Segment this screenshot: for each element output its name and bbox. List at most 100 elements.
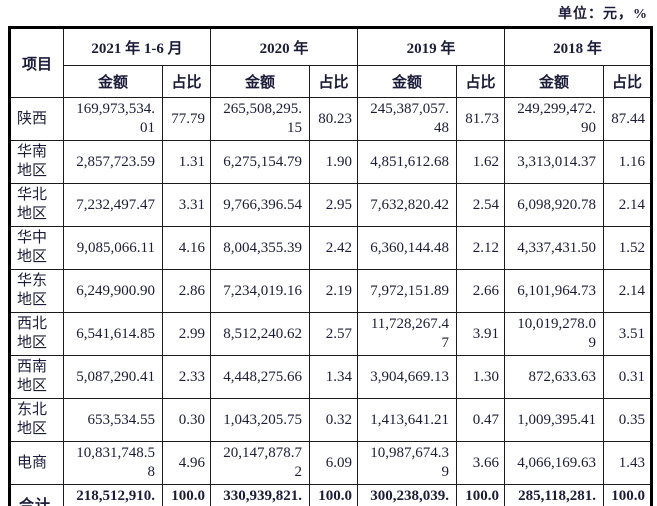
ratio-cell: 4.96 — [162, 441, 211, 485]
amount-header: 金额 — [63, 65, 163, 98]
row-label: 华东地区 — [9, 269, 64, 313]
amount-cell: 7,234,019.16 — [210, 269, 310, 313]
subheader-row: 金额 占比 金额 占比 金额 占比 金额 占比 — [10, 65, 653, 98]
table-body: 陕西 169,973,534.01 77.79 265,508,295.15 80.23… — [9, 97, 653, 506]
amount-cell: 10,831,748.58 — [63, 441, 163, 485]
amount-cell: 4,851,612.68 — [357, 140, 458, 184]
amount-header: 金额 — [357, 65, 458, 98]
ratio-cell: 0.35 — [603, 398, 653, 442]
table-row: 西北地区 6,541,614.85 2.99 8,512,240.62 2.57 11,7… — [9, 312, 653, 356]
period-header-row: 项目 2021 年 1-6 月 2020 年 2019 年 2018 年 — [9, 27, 653, 98]
amount-cell: 1,009,395.41 — [504, 398, 605, 442]
ratio-cell: 1.30 — [456, 355, 506, 399]
ratio-cell: 0.32 — [308, 398, 359, 442]
ratio-cell: 100.00 — [456, 484, 506, 506]
amount-cell: 4,066,169.63 — [504, 441, 605, 485]
row-label: 华南地区 — [9, 140, 64, 184]
amount-cell: 3,904,669.13 — [357, 355, 458, 399]
ratio-cell: 2.57 — [308, 312, 359, 356]
amount-cell: 245,387,057.48 — [357, 97, 458, 141]
amount-cell: 1,043,205.75 — [210, 398, 310, 442]
row-label: 陕西 — [9, 97, 64, 141]
amount-cell: 6,249,900.90 — [63, 269, 163, 313]
amount-cell: 8,512,240.62 — [210, 312, 310, 356]
ratio-cell: 0.30 — [162, 398, 211, 442]
table-row: 东北地区 653,534.55 0.30 1,043,205.75 0.32 1,413,… — [9, 398, 653, 442]
amount-header: 金额 — [210, 65, 310, 98]
table-row: 陕西 169,973,534.01 77.79 265,508,295.15 80.23… — [9, 97, 653, 141]
amount-cell: 2,857,723.59 — [63, 140, 163, 184]
amount-cell: 9,085,066.11 — [63, 226, 163, 270]
ratio-cell: 2.12 — [456, 226, 506, 270]
amount-cell: 11,728,267.47 — [357, 312, 458, 356]
amount-cell: 330,939,821.78 — [210, 484, 310, 506]
period-header-2021h1: 2021 年 1-6 月 — [63, 27, 211, 66]
amount-cell: 6,101,964.73 — [504, 269, 605, 313]
amount-cell: 5,087,290.41 — [63, 355, 163, 399]
row-label: 合计 — [9, 484, 64, 506]
amount-cell: 6,275,154.79 — [210, 140, 310, 184]
total-row: 合计218,512,910.49100.00330,939,821.78100.… — [9, 484, 653, 506]
column-header-item: 项目 — [9, 27, 64, 98]
ratio-cell: 3.66 — [456, 441, 506, 485]
row-label: 西北地区 — [9, 312, 64, 356]
ratio-header: 占比 — [603, 65, 653, 98]
row-label: 西南地区 — [9, 355, 64, 399]
row-label: 华北地区 — [9, 183, 64, 227]
amount-cell: 8,004,355.39 — [210, 226, 310, 270]
table-row: 电商 10,831,748.58 4.96 20,147,878.72 6.09 10,9… — [9, 441, 653, 485]
amount-cell: 6,360,144.48 — [357, 226, 458, 270]
ratio-cell: 2.54 — [456, 183, 506, 227]
amount-cell: 265,508,295.15 — [210, 97, 310, 141]
ratio-cell: 2.66 — [456, 269, 506, 313]
ratio-cell: 1.52 — [603, 226, 653, 270]
row-label: 东北地区 — [9, 398, 64, 442]
table-row: 华南地区 2,857,723.59 1.31 6,275,154.79 1.90 4,85… — [9, 140, 653, 184]
ratio-cell: 2.14 — [603, 183, 653, 227]
amount-cell: 4,448,275.66 — [210, 355, 310, 399]
ratio-cell: 77.79 — [162, 97, 211, 141]
ratio-cell: 6.09 — [308, 441, 359, 485]
ratio-cell: 80.23 — [308, 97, 359, 141]
table-row: 华中地区 9,085,066.11 4.16 8,004,355.39 2.42 6,36… — [9, 226, 653, 270]
ratio-cell: 3.31 — [162, 183, 211, 227]
ratio-cell: 81.73 — [456, 97, 506, 141]
ratio-cell: 100.00 — [308, 484, 359, 506]
table-row: 华北地区 7,232,497.47 3.31 9,766,396.54 2.95 7,63… — [9, 183, 653, 227]
ratio-header: 占比 — [162, 65, 211, 98]
amount-cell: 300,238,039.15 — [357, 484, 458, 506]
row-label: 电商 — [9, 441, 64, 485]
period-header-2020: 2020 年 — [209, 27, 359, 66]
table-row: 华东地区 6,249,900.90 2.86 7,234,019.16 2.19 7,97… — [9, 269, 653, 313]
amount-cell: 7,972,151.89 — [357, 269, 458, 313]
period-header-2019: 2019 年 — [357, 27, 506, 66]
ratio-cell: 3.51 — [603, 312, 653, 356]
amount-cell: 4,337,431.50 — [504, 226, 605, 270]
ratio-cell: 2.14 — [603, 269, 653, 313]
revenue-by-region-table: 项目 2021 年 1-6 月 2020 年 2019 年 2018 年 金额 … — [8, 26, 654, 506]
amount-cell: 6,098,920.78 — [504, 183, 605, 227]
amount-cell: 20,147,878.72 — [210, 441, 310, 485]
amount-cell: 6,541,614.85 — [63, 312, 163, 356]
ratio-cell: 1.43 — [603, 441, 653, 485]
ratio-cell: 1.16 — [603, 140, 653, 184]
ratio-cell: 1.31 — [162, 140, 211, 184]
table-row: 西南地区 5,087,290.41 2.33 4,448,275.66 1.34 3,90… — [9, 355, 653, 399]
amount-cell: 7,632,820.42 — [357, 183, 458, 227]
amount-cell: 1,413,641.21 — [357, 398, 458, 442]
ratio-cell: 2.33 — [162, 355, 211, 399]
amount-cell: 9,766,396.54 — [210, 183, 310, 227]
ratio-cell: 2.95 — [308, 183, 359, 227]
row-label: 华中地区 — [9, 226, 64, 270]
ratio-header: 占比 — [456, 65, 506, 98]
ratio-cell: 3.91 — [456, 312, 506, 356]
ratio-cell: 87.44 — [603, 97, 653, 141]
amount-cell: 872,633.63 — [504, 355, 605, 399]
ratio-cell: 2.99 — [162, 312, 211, 356]
amount-cell: 653,534.55 — [63, 398, 163, 442]
amount-cell: 10,987,674.39 — [357, 441, 458, 485]
ratio-cell: 4.16 — [162, 226, 211, 270]
ratio-cell: 100.00 — [162, 484, 211, 506]
amount-cell: 7,232,497.47 — [63, 183, 163, 227]
